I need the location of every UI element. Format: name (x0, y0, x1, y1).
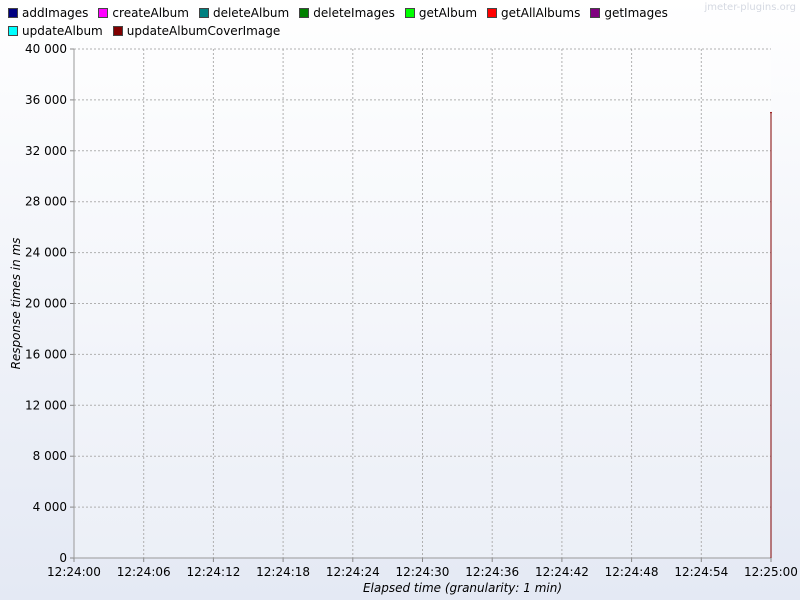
legend-item: addImages (8, 6, 88, 20)
y-tick-label: 20 000 (25, 297, 67, 311)
legend-swatch (98, 8, 109, 18)
y-tick-label: 0 (59, 551, 67, 565)
legend-swatch (112, 26, 123, 36)
x-axis-title: Elapsed time (granularity: 1 min) (363, 581, 562, 595)
legend-label: deleteAlbum (212, 6, 290, 20)
legend-label: updateAlbumCoverImage (126, 24, 281, 38)
legend-item: updateAlbum (8, 24, 103, 38)
y-tick-label: 4 000 (33, 500, 67, 514)
x-tick-label: 12:24:00 (47, 565, 101, 579)
legend-swatch (299, 8, 310, 18)
y-tick-label: 16 000 (25, 347, 67, 361)
legend-label: addImages (22, 6, 89, 20)
legend-swatch (404, 8, 415, 18)
legend-label: getAlbum (418, 6, 478, 20)
x-tick-label: 12:24:06 (117, 565, 171, 579)
legend-swatch (198, 8, 209, 18)
y-tick-label: 12 000 (25, 398, 67, 412)
legend-swatch (8, 26, 18, 36)
x-tick-label: 12:24:54 (674, 565, 728, 579)
legend-item: getAlbum (404, 6, 478, 20)
legend-item: deleteImages (299, 6, 395, 20)
y-tick-label: 8 000 (33, 449, 67, 463)
y-tick-label: 40 000 (25, 42, 67, 56)
x-tick-label: 12:24:42 (535, 565, 589, 579)
x-tick-label: 12:24:18 (256, 565, 310, 579)
legend-item: createAlbum (98, 6, 189, 20)
x-tick-label: 12:25:00 (744, 565, 798, 579)
legend-item: getAllAlbums (487, 6, 580, 20)
legend-label: createAlbum (112, 6, 189, 20)
legend-label: getAllAlbums (501, 6, 581, 20)
legend-swatch (487, 8, 498, 18)
legend-item: deleteAlbum (198, 6, 290, 20)
legend-item: updateAlbumCoverImage (112, 24, 281, 38)
legend-label: deleteImages (313, 6, 395, 20)
legend-label: getImages (604, 6, 668, 20)
y-tick-label: 24 000 (25, 246, 67, 260)
y-axis-title: Response times in ms (9, 238, 23, 370)
y-tick-label: 36 000 (25, 93, 67, 107)
x-tick-label: 12:24:30 (396, 565, 450, 579)
chart-legend: addImages createAlbum deleteAlbum deleteIma… (8, 6, 728, 38)
y-tick-label: 32 000 (25, 144, 67, 158)
x-tick-label: 12:24:24 (326, 565, 380, 579)
x-tick-label: 12:24:48 (605, 565, 659, 579)
x-tick-label: 12:24:12 (186, 565, 240, 579)
watermark: jmeter-plugins.org (704, 2, 796, 13)
y-tick-label: 28 000 (25, 195, 67, 209)
legend-swatch (590, 8, 601, 18)
x-tick-label: 12:24:36 (465, 565, 519, 579)
legend-swatch (8, 8, 18, 18)
data-point-updateAlbumCoverImage (770, 111, 772, 114)
legend-label: updateAlbum (22, 24, 103, 38)
legend-item: getImages (590, 6, 668, 20)
